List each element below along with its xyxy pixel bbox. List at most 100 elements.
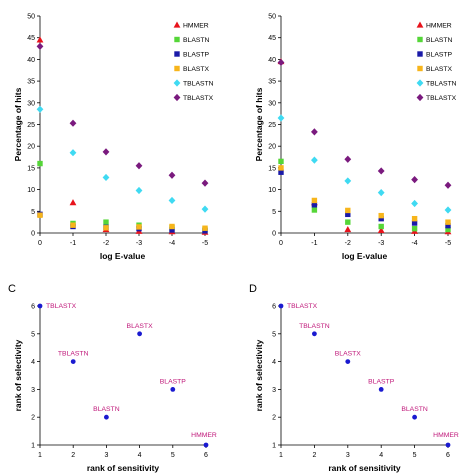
panel-c: 1 2 3 4 5 6 1 2 3 4 5 6 rank of sensitivity rank of s… bbox=[8, 283, 217, 473]
series-blastx-point bbox=[136, 224, 142, 230]
series-tblastx-point bbox=[135, 162, 143, 170]
series-blastx-point bbox=[70, 222, 76, 228]
point-blastp bbox=[378, 387, 384, 392]
series-tblastn-point bbox=[311, 156, 318, 164]
series-blastn-point bbox=[311, 207, 318, 213]
series-blastn-point bbox=[103, 219, 109, 225]
y-tick-label: 5 bbox=[31, 331, 35, 338]
series-tblastx-point bbox=[411, 176, 418, 184]
legend-marker-blastp bbox=[417, 51, 423, 57]
series-blastp-point bbox=[411, 220, 418, 226]
panel-letter: D bbox=[249, 283, 257, 295]
panel-b: 0 -1 -2 -3 -4 -5 0 5 10 15 20 25 30 35 40 45 50 log E-val… bbox=[254, 14, 457, 262]
point-blastn bbox=[104, 414, 109, 420]
y-tick-label: 3 bbox=[31, 387, 35, 394]
legend-label: TBLASTX bbox=[426, 95, 457, 102]
panel-a: 0 -1 -2 -3 -4 -5 0 5 10 15 20 25 30 35 40 45 50 log E-val… bbox=[13, 14, 214, 262]
y-tick-label: 0 bbox=[31, 231, 35, 238]
series-blastx-point bbox=[278, 165, 284, 171]
point-hmmer bbox=[445, 442, 451, 448]
y-tick-label: 15 bbox=[27, 165, 35, 172]
series-blastn-point bbox=[378, 223, 384, 230]
y-tick-label: 4 bbox=[272, 359, 276, 366]
legend-marker-blastx bbox=[174, 65, 180, 72]
legend-label: TBLASTN bbox=[426, 81, 457, 88]
y-axis-title: Percentage of hits bbox=[254, 87, 264, 161]
series-tblastx-point bbox=[69, 119, 77, 127]
legend-marker-blastp bbox=[174, 51, 180, 57]
y-tick-label: 3 bbox=[272, 387, 276, 394]
point-label-blastx: BLASTX bbox=[127, 323, 154, 330]
x-tick-label: 1 bbox=[279, 452, 283, 459]
series-tblastx-point bbox=[311, 128, 318, 136]
legend-label: BLASTN bbox=[183, 37, 210, 44]
x-tick-label: -1 bbox=[70, 240, 76, 247]
x-tick-label: 3 bbox=[346, 452, 350, 459]
point-label-blastp: BLASTP bbox=[160, 378, 187, 385]
series-tblastx-point bbox=[344, 155, 352, 163]
series-tblastx-point bbox=[277, 58, 285, 67]
y-tick-label: 40 bbox=[268, 57, 276, 64]
x-tick-label: 6 bbox=[204, 452, 208, 459]
legend-label: TBLASTX bbox=[183, 95, 214, 102]
series-blastn-point bbox=[278, 158, 284, 165]
point-label-hmmer: HMMER bbox=[191, 432, 217, 439]
series-tblastn-point bbox=[411, 199, 418, 208]
x-tick-label: 0 bbox=[38, 240, 42, 247]
x-tick-label: 3 bbox=[104, 452, 108, 459]
point-tblastn bbox=[312, 331, 317, 337]
series-tblastn-point bbox=[102, 173, 110, 182]
series-blastp-point bbox=[445, 222, 451, 229]
x-tick-label: 6 bbox=[446, 452, 450, 459]
legend-label: BLASTP bbox=[426, 52, 453, 59]
y-tick-label: 10 bbox=[27, 187, 35, 194]
series-tblastn-point bbox=[69, 149, 77, 157]
x-tick-label: 2 bbox=[71, 452, 75, 459]
legend-label: BLASTX bbox=[426, 66, 453, 73]
series-blastx-point bbox=[445, 219, 451, 225]
point-label-blastx: BLASTX bbox=[335, 351, 362, 358]
series-tblastn-point bbox=[168, 196, 176, 205]
y-tick-label: 6 bbox=[272, 304, 276, 311]
series-tblastx-point bbox=[377, 167, 385, 175]
point-label-tblastx: TBLASTX bbox=[287, 303, 318, 310]
x-tick-label: 0 bbox=[279, 240, 283, 247]
point-label-blastp: BLASTP bbox=[368, 378, 395, 385]
point-label-blastn: BLASTN bbox=[401, 406, 428, 413]
x-tick-label: -2 bbox=[345, 240, 351, 247]
y-tick-label: 20 bbox=[27, 144, 35, 151]
series-tblastn-point bbox=[444, 206, 452, 214]
x-tick-label: -3 bbox=[378, 240, 384, 247]
point-label-tblastx: TBLASTX bbox=[46, 303, 77, 310]
series-tblastx-point bbox=[444, 181, 452, 189]
y-tick-label: 2 bbox=[272, 415, 276, 422]
point-hmmer bbox=[203, 442, 209, 448]
x-tick-label: -5 bbox=[445, 240, 451, 247]
x-tick-label: 4 bbox=[379, 452, 383, 459]
y-tick-label: 30 bbox=[27, 100, 35, 107]
series-blastx-point bbox=[345, 207, 351, 214]
series-blastp-point bbox=[311, 202, 318, 208]
series-blastx-point bbox=[202, 225, 208, 231]
series-tblastn-point bbox=[201, 205, 209, 213]
x-tick-label: -2 bbox=[103, 240, 109, 247]
series-blastx-point bbox=[37, 212, 43, 218]
legend-label: BLASTX bbox=[183, 66, 210, 73]
series-blastn-point bbox=[345, 219, 351, 225]
series-blastx-point bbox=[411, 215, 418, 222]
legend-label: HMMER bbox=[183, 23, 209, 30]
point-tblastx bbox=[278, 303, 284, 309]
x-axis-title: log E-value bbox=[100, 251, 146, 261]
y-axis-title: rank of selectivity bbox=[254, 339, 264, 411]
series-tblastx-point bbox=[36, 42, 44, 50]
series-tblastn-point bbox=[377, 189, 385, 197]
y-tick-label: 5 bbox=[272, 331, 276, 338]
y-tick-label: 5 bbox=[31, 209, 35, 216]
point-label-tblastn: TBLASTN bbox=[299, 323, 330, 330]
series-tblastx-point bbox=[201, 179, 209, 187]
legend-marker-tblastx bbox=[173, 93, 181, 102]
series-tblastn-point bbox=[344, 177, 352, 185]
y-tick-label: 5 bbox=[272, 209, 276, 216]
x-tick-label: -3 bbox=[136, 240, 142, 247]
